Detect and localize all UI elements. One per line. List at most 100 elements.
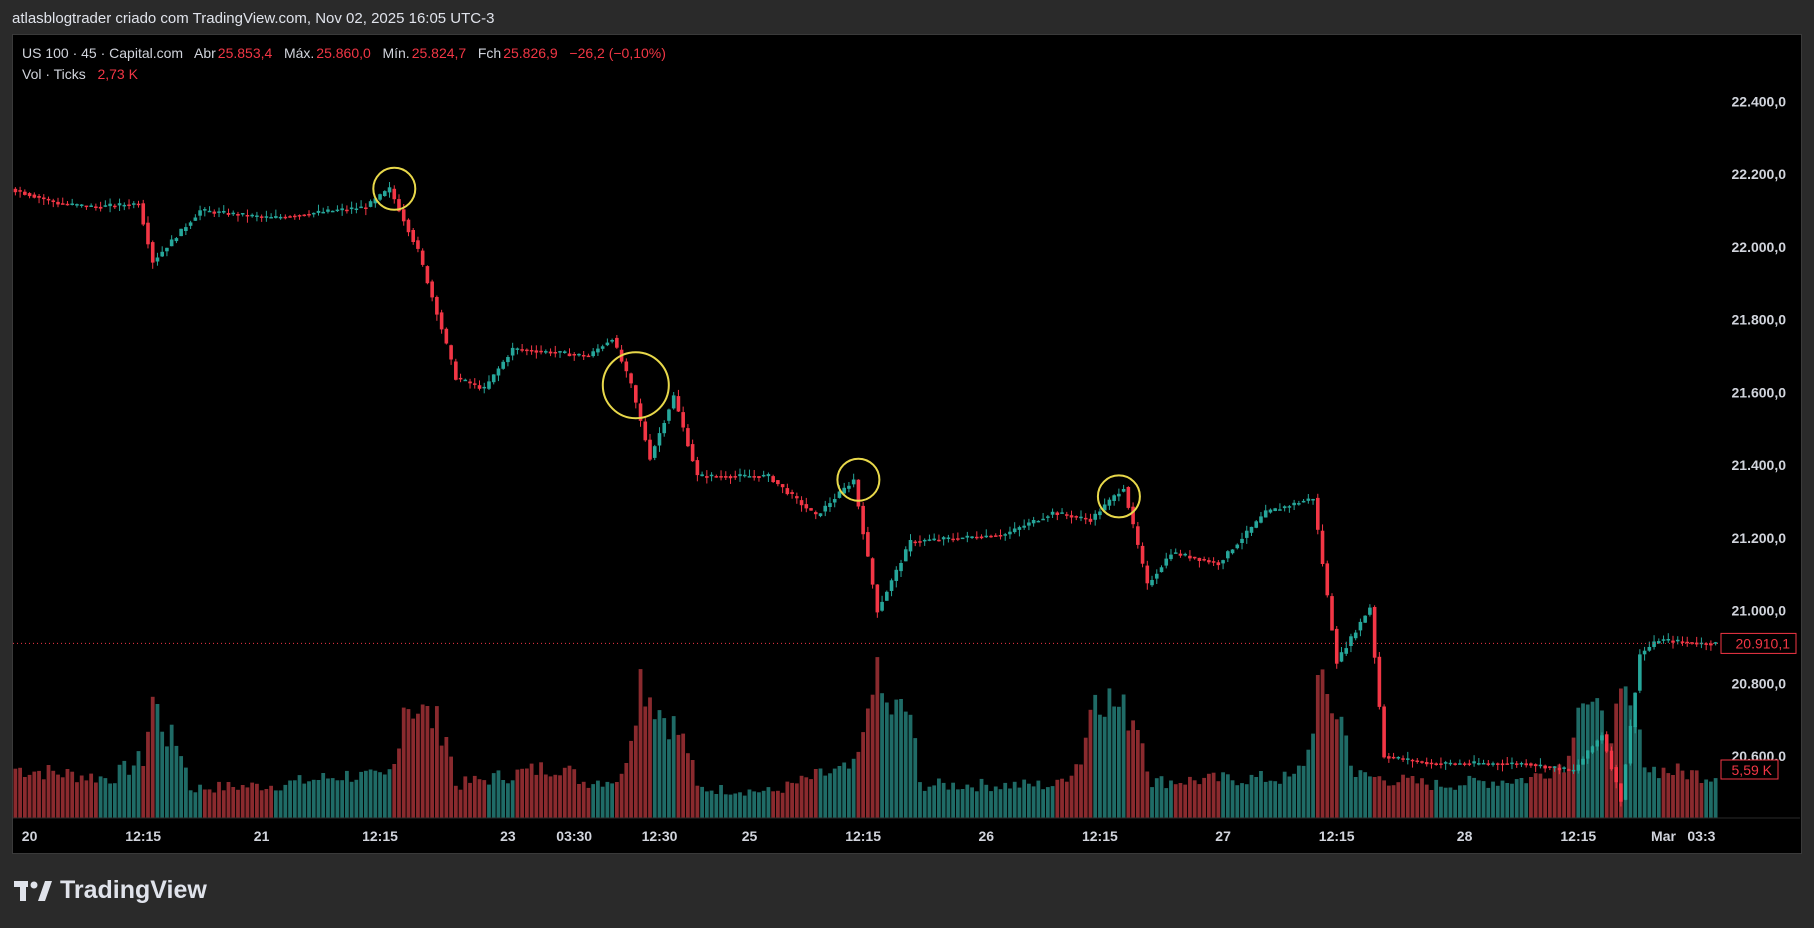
time-tick-label: 03:30 xyxy=(556,828,592,844)
candle-body xyxy=(359,206,363,209)
candle-body xyxy=(1387,756,1391,759)
candle-body xyxy=(1173,552,1178,554)
volume-bar xyxy=(1278,783,1282,818)
candle-body xyxy=(1462,763,1467,765)
volume-bar xyxy=(406,709,411,818)
candle-body xyxy=(1372,607,1377,658)
candle-body xyxy=(1538,764,1543,767)
tradingview-brand[interactable]: TradingView xyxy=(14,876,207,905)
low-value: 25.824,7 xyxy=(411,45,467,61)
volume-bar xyxy=(392,764,397,818)
volume-bar xyxy=(918,782,922,818)
candle-body xyxy=(799,500,804,506)
volume-bar xyxy=(686,753,690,818)
volume-bar xyxy=(1448,787,1453,818)
candle-body xyxy=(837,491,842,498)
volume-bar xyxy=(1102,716,1107,818)
volume-label[interactable]: Vol · Ticks xyxy=(22,66,86,82)
candle-body xyxy=(1145,565,1150,584)
open-value: 25.853,4 xyxy=(217,45,273,61)
candle-body xyxy=(581,355,586,357)
candle-body xyxy=(56,201,60,205)
candle-body xyxy=(335,209,340,212)
candle-body xyxy=(439,312,444,330)
volume-bar xyxy=(1344,735,1349,818)
candle-body xyxy=(1671,640,1675,643)
volume-bar xyxy=(1064,781,1069,818)
volume-bar xyxy=(463,776,468,818)
candle-body xyxy=(866,532,870,557)
price-tick-label: 22.000,0 xyxy=(1732,239,1787,255)
candle-body xyxy=(103,205,108,207)
time-tick-label: 12:15 xyxy=(362,828,398,844)
candle-body xyxy=(1131,506,1135,525)
volume-bar xyxy=(273,790,278,818)
volume-bar xyxy=(610,783,615,818)
candle-body xyxy=(927,539,932,541)
volume-bar xyxy=(183,767,188,818)
candle-body xyxy=(278,216,283,219)
volume-bar xyxy=(1557,764,1562,818)
candle-body xyxy=(302,214,307,217)
time-tick-label: 28 xyxy=(1457,828,1473,844)
candle-body xyxy=(960,537,965,540)
volume-bar xyxy=(501,780,506,818)
symbol-label[interactable]: US 100 · 45 · Capital.com xyxy=(22,45,184,61)
candle-body xyxy=(1500,763,1505,766)
volume-bar xyxy=(1429,790,1434,818)
candle-body xyxy=(364,207,368,209)
candle-body xyxy=(842,487,846,494)
volume-bar xyxy=(1590,701,1595,818)
volume-bar xyxy=(828,773,832,818)
volume-bar xyxy=(330,778,335,818)
candle-body xyxy=(368,201,373,207)
open-label: Abr xyxy=(193,45,216,61)
candle-body xyxy=(1183,553,1187,556)
candle-body xyxy=(771,476,775,482)
volume-bar xyxy=(1244,784,1249,818)
candle-body xyxy=(1642,650,1647,655)
candle-body xyxy=(212,211,217,214)
volume-bar xyxy=(212,792,217,818)
candle-body xyxy=(1268,509,1273,513)
candle-body xyxy=(23,191,27,195)
candle-body xyxy=(1595,740,1600,747)
volume-bar xyxy=(1230,780,1235,818)
volume-bar xyxy=(1045,787,1050,818)
candle-body xyxy=(236,214,240,216)
volume-bar xyxy=(823,775,828,818)
volume-bar xyxy=(1254,777,1259,818)
candle-body xyxy=(1263,510,1268,518)
volume-bar xyxy=(813,769,818,818)
volume-bar xyxy=(1486,787,1491,818)
candle-body xyxy=(1600,735,1604,741)
volume-bar xyxy=(709,790,714,818)
candle-body xyxy=(1036,520,1041,523)
candle-body xyxy=(875,584,880,613)
candle-body xyxy=(1273,508,1277,511)
volume-bar xyxy=(165,746,169,818)
volume-bar xyxy=(79,775,84,818)
volume-bar xyxy=(1396,782,1401,818)
candle-body xyxy=(1349,636,1353,646)
candle-body xyxy=(515,348,520,350)
volume-bar xyxy=(1169,780,1173,818)
volume-bar xyxy=(250,782,255,818)
volume-bar xyxy=(416,713,420,818)
candle-body xyxy=(899,563,903,572)
volume-bar xyxy=(913,738,918,818)
candle-body xyxy=(832,499,837,503)
volume-bar xyxy=(1164,788,1169,818)
volume-bar xyxy=(970,787,974,818)
candle-body xyxy=(946,537,951,539)
candle-body xyxy=(662,423,667,434)
volume-bar xyxy=(1098,714,1102,818)
volume-bar xyxy=(307,781,311,818)
candle-body xyxy=(690,444,695,462)
volume-bar xyxy=(477,779,482,818)
candle-body xyxy=(1619,783,1623,802)
volume-bar xyxy=(1173,784,1178,818)
volume-bar xyxy=(1353,777,1358,818)
volume-bar xyxy=(37,770,41,818)
